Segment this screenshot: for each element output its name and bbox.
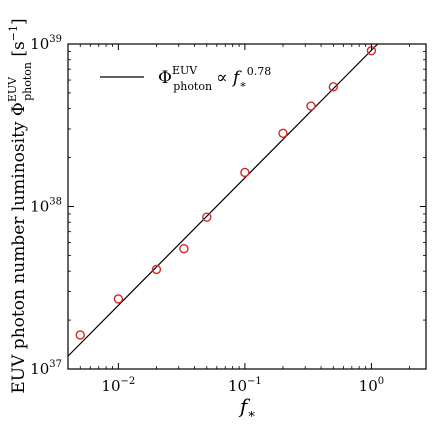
tick-labels: 10−2 10−1 100 1037 1038 1039 (30, 34, 384, 395)
data-point (306, 101, 316, 111)
x-tick-label: 100 (359, 376, 384, 395)
data-point (202, 212, 212, 222)
data-point (328, 82, 339, 92)
fit-layer (67, 43, 379, 357)
data-points (75, 45, 377, 340)
x-axis-label: f∗ (238, 394, 256, 422)
y-tick-label: 1038 (30, 197, 62, 216)
x-tick-label: 10−1 (228, 376, 262, 395)
data-point (179, 243, 189, 254)
plot-frame (67, 43, 427, 370)
data-point (151, 264, 162, 275)
data-point (278, 128, 288, 139)
data-point (113, 294, 124, 304)
legend-label: ΦEUV photon ∝ f∗0.78 (158, 64, 271, 93)
data-point (240, 167, 250, 178)
data-point (75, 330, 85, 340)
x-tick-label: 10−2 (101, 376, 135, 395)
y-tick-label: 1039 (30, 34, 62, 53)
y-tick-label: 1037 (30, 359, 62, 378)
minor-ticks (68, 44, 426, 369)
legend: ΦEUV photon ∝ f∗0.78 (100, 64, 271, 93)
fit-line (67, 43, 379, 357)
major-ticks (68, 43, 426, 370)
